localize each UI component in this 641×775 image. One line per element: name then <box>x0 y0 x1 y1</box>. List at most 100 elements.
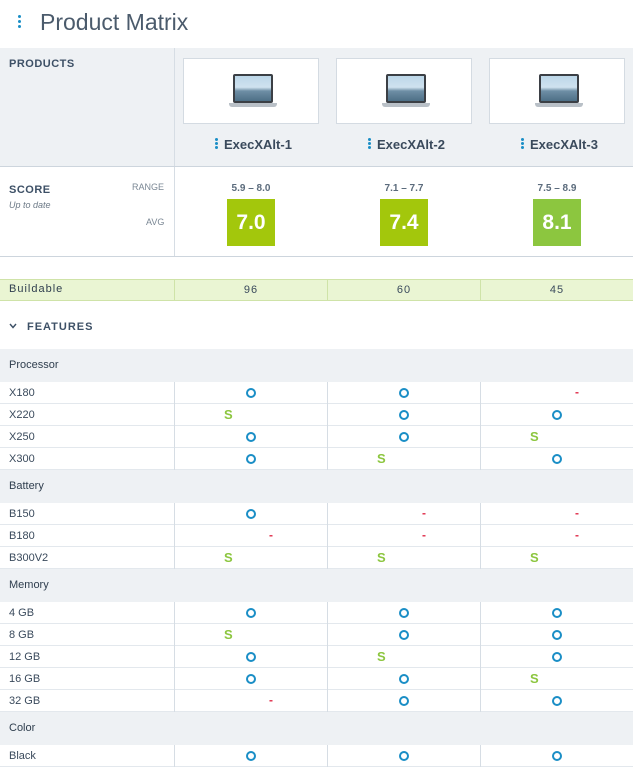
feature-row: X300 S <box>0 448 633 470</box>
optional-marker[interactable] <box>552 696 562 706</box>
product-image-card[interactable] <box>489 58 625 124</box>
score-range: 7.5 – 8.9 <box>537 183 577 194</box>
buildable-value: 45 <box>549 284 565 296</box>
optional-marker[interactable] <box>246 751 256 761</box>
not-available-marker[interactable]: - <box>422 528 426 542</box>
standard-marker[interactable]: S <box>377 550 386 565</box>
standard-marker[interactable]: S <box>224 550 233 565</box>
product-name[interactable]: ExecXAlt-2 <box>377 137 445 152</box>
optional-marker[interactable] <box>246 674 256 684</box>
standard-marker[interactable]: S <box>377 649 386 664</box>
feature-label: X180 <box>9 387 35 399</box>
feature-label: 12 GB <box>9 651 41 663</box>
header-menu-icon[interactable] <box>18 15 22 28</box>
score-range: 5.9 – 8.0 <box>231 183 271 194</box>
feature-label: X250 <box>9 431 35 443</box>
optional-marker[interactable] <box>552 751 562 761</box>
feature-row: 32 GB - <box>0 690 633 712</box>
not-available-marker[interactable]: - <box>575 385 579 399</box>
feature-row: 8 GB S <box>0 624 633 646</box>
optional-marker[interactable] <box>552 630 562 640</box>
feature-label: B300V2 <box>9 552 49 564</box>
feature-row: X220 S <box>0 404 633 426</box>
product-name[interactable]: ExecXAlt-1 <box>224 137 292 152</box>
chevron-down-icon[interactable] <box>9 322 17 330</box>
not-available-marker[interactable]: - <box>269 528 273 542</box>
feature-label: 16 GB <box>9 673 41 685</box>
feature-label: X300 <box>9 453 35 465</box>
avg-label: AVG <box>146 217 165 227</box>
range-label: RANGE <box>132 182 165 192</box>
score-label: SCORE <box>9 184 51 196</box>
feature-label: X220 <box>9 409 35 421</box>
feature-group-header[interactable]: Memory <box>0 569 633 602</box>
avg-score-badge: 8.1 <box>533 199 581 246</box>
score-sub: Up to date <box>9 200 51 210</box>
product-menu-icon[interactable] <box>521 138 525 149</box>
feature-row: B150 - - <box>0 503 633 525</box>
optional-marker[interactable] <box>399 388 409 398</box>
feature-row: X180 - <box>0 382 633 404</box>
optional-marker[interactable] <box>552 454 562 464</box>
feature-label: 4 GB <box>9 607 35 619</box>
buildable-row: Buildable 96 60 45 <box>0 279 633 301</box>
feature-group-header[interactable]: Battery <box>0 470 633 503</box>
standard-marker[interactable]: S <box>224 627 233 642</box>
product-menu-icon[interactable] <box>215 138 219 149</box>
avg-score-badge: 7.4 <box>380 199 428 246</box>
standard-marker[interactable]: S <box>224 407 233 422</box>
optional-marker[interactable] <box>246 432 256 442</box>
buildable-value: 96 <box>243 284 259 296</box>
optional-marker[interactable] <box>246 388 256 398</box>
not-available-marker[interactable]: - <box>269 693 273 707</box>
product-image-card[interactable] <box>336 58 472 124</box>
laptop-image <box>535 74 583 111</box>
not-available-marker[interactable]: - <box>575 506 579 520</box>
app-header: Product Matrix <box>0 0 641 48</box>
optional-marker[interactable] <box>399 696 409 706</box>
standard-marker[interactable]: S <box>530 671 539 686</box>
feature-group-header[interactable]: Color <box>0 712 633 745</box>
not-available-marker[interactable]: - <box>422 506 426 520</box>
feature-group-header[interactable]: Processor <box>0 349 633 382</box>
product-menu-icon[interactable] <box>368 138 372 149</box>
feature-label: Black <box>9 750 36 762</box>
optional-marker[interactable] <box>399 674 409 684</box>
product-name[interactable]: ExecXAlt-3 <box>530 137 598 152</box>
optional-marker[interactable] <box>246 509 256 519</box>
feature-label: 32 GB <box>9 695 41 707</box>
standard-marker[interactable]: S <box>377 451 386 466</box>
product-image-card[interactable] <box>183 58 319 124</box>
optional-marker[interactable] <box>399 751 409 761</box>
feature-row: B180 - - - <box>0 525 633 547</box>
avg-score-badge: 7.0 <box>227 199 275 246</box>
feature-row: 12 GB S <box>0 646 633 668</box>
optional-marker[interactable] <box>399 432 409 442</box>
feature-row: 16 GB S <box>0 668 633 690</box>
buildable-value: 60 <box>396 284 412 296</box>
feature-row: Black <box>0 745 633 767</box>
feature-label: B180 <box>9 530 35 542</box>
laptop-image <box>229 74 277 111</box>
not-available-marker[interactable]: - <box>575 528 579 542</box>
optional-marker[interactable] <box>399 630 409 640</box>
optional-marker[interactable] <box>552 652 562 662</box>
features-header[interactable]: FEATURES <box>27 321 94 333</box>
feature-row: X250 S <box>0 426 633 448</box>
standard-marker[interactable]: S <box>530 550 539 565</box>
score-range: 7.1 – 7.7 <box>384 183 424 194</box>
optional-marker[interactable] <box>246 608 256 618</box>
optional-marker[interactable] <box>552 410 562 420</box>
optional-marker[interactable] <box>246 454 256 464</box>
optional-marker[interactable] <box>399 410 409 420</box>
optional-marker[interactable] <box>552 608 562 618</box>
optional-marker[interactable] <box>399 608 409 618</box>
feature-row: B300V2 S S S <box>0 547 633 569</box>
laptop-image <box>382 74 430 111</box>
buildable-label: Buildable <box>9 283 64 295</box>
standard-marker[interactable]: S <box>530 429 539 444</box>
optional-marker[interactable] <box>246 652 256 662</box>
feature-row: 4 GB <box>0 602 633 624</box>
feature-label: 8 GB <box>9 629 35 641</box>
page-title: Product Matrix <box>40 9 189 35</box>
